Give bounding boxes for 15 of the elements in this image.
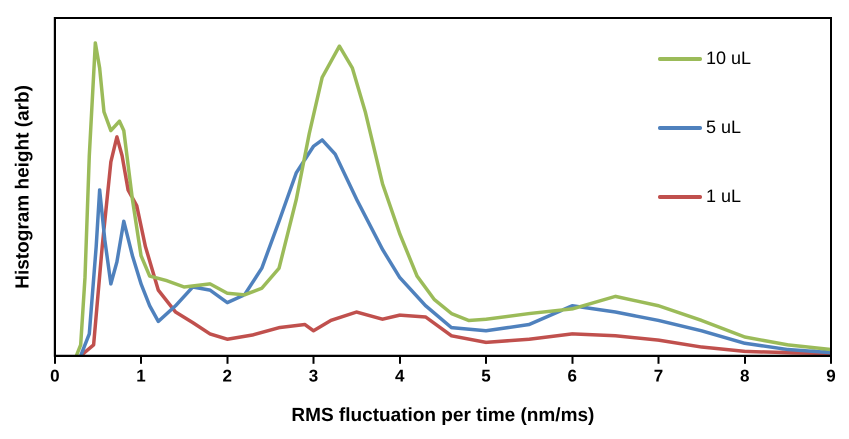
x-tick-label: 3 xyxy=(308,366,318,386)
x-tick-label: 7 xyxy=(654,366,664,386)
x-tick-label: 9 xyxy=(826,366,836,386)
x-tick-label: 0 xyxy=(50,366,60,386)
legend-label: 5 uL xyxy=(706,117,741,138)
x-tick-label: 6 xyxy=(568,366,577,386)
x-tick-label: 4 xyxy=(395,366,406,386)
x-tick-label: 2 xyxy=(222,366,232,386)
x-axis-title: RMS fluctuation per time (nm/ms) xyxy=(291,404,594,426)
x-tick-label: 1 xyxy=(136,366,146,386)
legend-label: 10 uL xyxy=(706,48,751,69)
y-axis-title: Histogram height (arb) xyxy=(12,85,34,289)
legend-label: 1 uL xyxy=(706,186,741,207)
x-tick-label: 8 xyxy=(740,366,750,386)
x-tick-label: 5 xyxy=(481,366,491,386)
